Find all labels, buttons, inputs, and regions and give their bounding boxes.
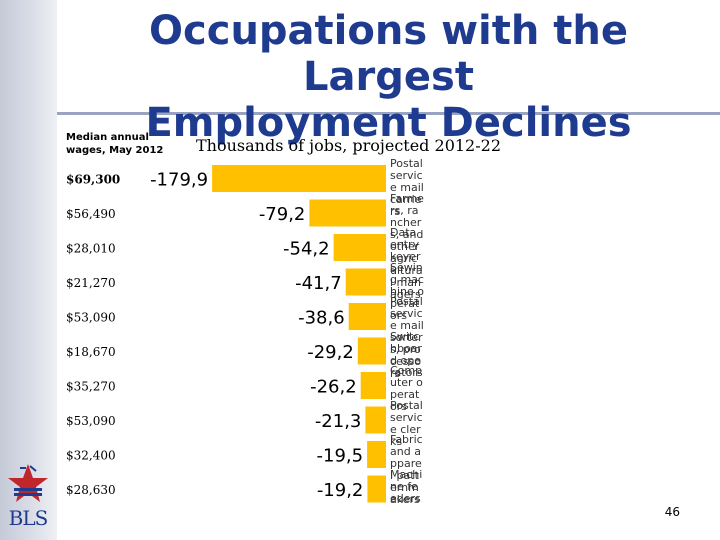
bar-value-label-1: -179,9 [150, 170, 208, 191]
occupation-label-8: Postal service clerks [390, 398, 423, 448]
slide-title-line-2: Employment Declines [145, 100, 632, 146]
wage-label-4: $21,270 [66, 276, 116, 290]
bar-7 [360, 372, 386, 399]
bar-value-label-2: -79,2 [259, 204, 306, 225]
slide-title-line-1: Occupations with the Largest [149, 8, 628, 100]
bls-logo: BLS [6, 462, 50, 532]
occupation-label-9: Fabric and apparel patternmakers [390, 433, 423, 506]
bar-value-label-4: -41,7 [295, 273, 342, 294]
bar-10 [367, 475, 386, 503]
wage-label-6: $18,670 [66, 345, 116, 359]
bar-8 [365, 406, 386, 434]
slide-title: Occupations with the Largest Employment … [57, 8, 720, 146]
occupation-label-2: Farmers, ranchers, and other agricultura… [390, 191, 424, 301]
occupation-label-7: Computer operators [390, 364, 423, 413]
bar-value-label-6: -29,2 [307, 342, 354, 363]
wage-label-1: $69,300 [66, 173, 120, 187]
bar-value-label-10: -19,2 [317, 480, 364, 501]
occupation-label-5: Postal service mail sorters, processors [390, 295, 424, 380]
wage-label-5: $53,090 [66, 311, 116, 325]
bls-logo-text: BLS [8, 506, 49, 530]
occupation-labels-column: Postal service mail carriers Farmers, ran… [390, 158, 424, 506]
bar-3 [333, 234, 386, 261]
bar-value-label-8: -21,3 [315, 411, 362, 432]
bar-1 [212, 165, 386, 192]
page-number: 46 [664, 505, 680, 519]
bar-value-label-7: -26,2 [310, 377, 357, 398]
bar-4 [345, 268, 386, 296]
bar-value-label-3: -54,2 [283, 239, 330, 260]
occupation-label-3: Data entry keyers [390, 226, 421, 275]
occupation-label-4: Sewing machine operators [390, 260, 424, 322]
bar-5 [348, 303, 386, 330]
bar-2 [309, 199, 386, 227]
occupation-label-10: Machine feeders and offbearers [390, 467, 423, 506]
wage-column-header: Median annual wages, May 2012 [66, 132, 164, 156]
wage-label-8: $53,090 [66, 414, 116, 428]
occupation-label-1: Postal service mail carriers [390, 158, 424, 218]
left-rail [0, 0, 57, 540]
bar-value-label-5: -38,6 [298, 308, 345, 329]
wage-label-7: $35,270 [66, 380, 116, 394]
bar-9 [367, 441, 386, 468]
bar-6 [357, 337, 386, 365]
chart-title: Thousands of jobs, projected 2012-22 [196, 136, 501, 155]
wage-label-3: $28,010 [66, 242, 116, 256]
title-divider [57, 112, 720, 115]
wage-label-9: $32,400 [66, 449, 116, 463]
wage-label-10: $28,630 [66, 483, 116, 497]
occupation-label-6: Switchboard operators [390, 329, 423, 379]
bls-star-logo-icon [8, 464, 48, 502]
bar-value-label-9: -19,5 [317, 446, 364, 467]
wage-label-2: $56,490 [66, 207, 116, 221]
